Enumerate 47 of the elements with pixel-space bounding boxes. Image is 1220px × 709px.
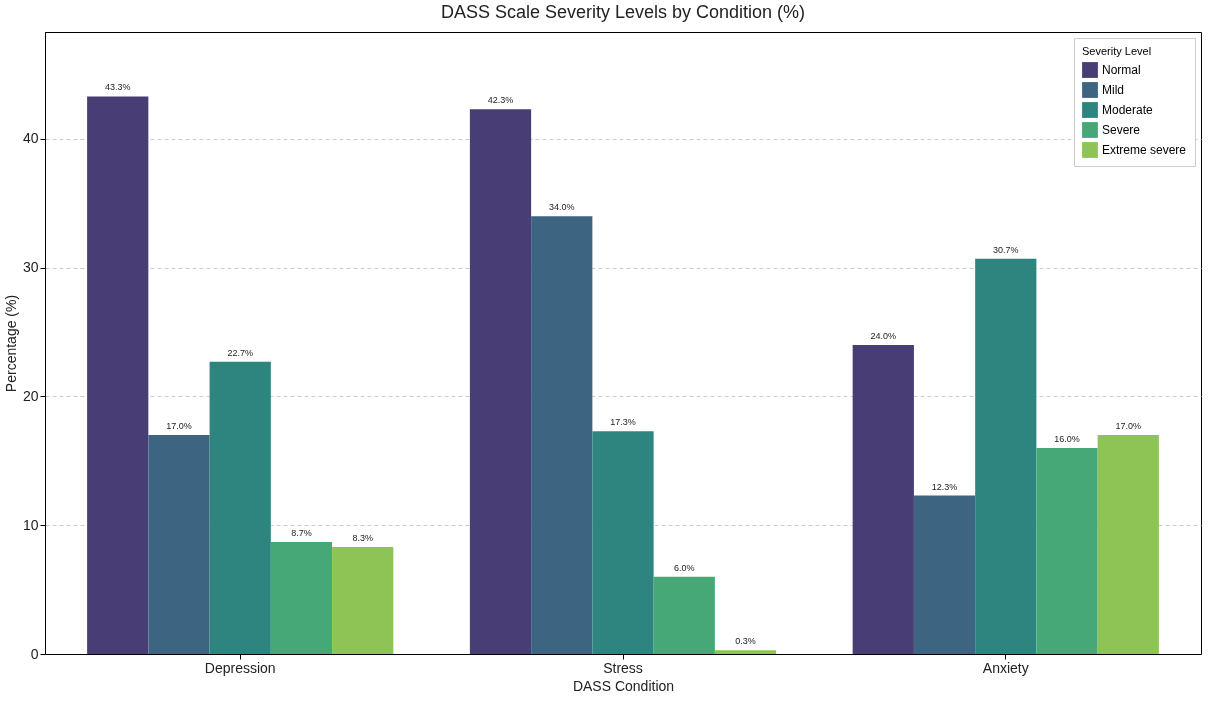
x-tick-label: Depression [204, 659, 276, 676]
y-axis-title: Percentage (%) [2, 294, 19, 393]
legend-label: Moderate [1102, 103, 1154, 117]
data-label: 6.0% [673, 562, 695, 573]
data-label: 12.3% [931, 481, 958, 492]
data-label: 0.3% [735, 636, 756, 647]
bar [913, 495, 976, 654]
data-label: 42.3% [487, 95, 514, 106]
data-label: 43.3% [104, 82, 131, 93]
bar [87, 96, 149, 654]
bar [531, 216, 593, 654]
chart-title: DASS Scale Severity Levels by Condition (%) [440, 2, 806, 22]
legend-label: Mild [1102, 83, 1125, 97]
x-tick-label: Anxiety [982, 659, 1029, 676]
legend-label: Severe [1102, 123, 1141, 137]
data-label: 34.0% [548, 202, 575, 213]
data-label: 16.0% [1054, 433, 1080, 444]
data-label: 17.3% [610, 417, 636, 428]
y-tick-label: 10 [22, 516, 39, 533]
x-axis-title: DASS Condition [572, 677, 675, 694]
bar [209, 361, 271, 654]
data-label: 17.0% [1115, 421, 1142, 432]
data-label: 30.7% [993, 244, 1019, 255]
bar [148, 435, 210, 654]
bar [1036, 447, 1098, 654]
y-tick-label: 40 [22, 130, 39, 147]
legend-title: Severity Level [1082, 45, 1152, 57]
y-tick-label: 0 [30, 645, 39, 662]
bar [852, 344, 914, 654]
data-label: 17.0% [166, 421, 192, 432]
data-label: 22.7% [227, 347, 253, 358]
legend-label: Normal [1102, 63, 1141, 77]
data-label: 24.0% [870, 330, 897, 341]
bar [653, 576, 715, 654]
y-tick-label: 20 [22, 387, 39, 404]
bar [592, 431, 654, 654]
bar [270, 541, 333, 654]
y-tick-label: 30 [22, 259, 39, 276]
bar [714, 650, 777, 654]
bar [332, 547, 394, 654]
bar [469, 109, 532, 654]
legend-label: Extreme severe [1102, 143, 1187, 157]
x-tick-label: Stress [603, 659, 643, 676]
bar [1097, 435, 1159, 654]
data-label: 8.7% [291, 527, 312, 538]
bar [975, 258, 1037, 654]
data-label: 8.3% [352, 533, 373, 544]
